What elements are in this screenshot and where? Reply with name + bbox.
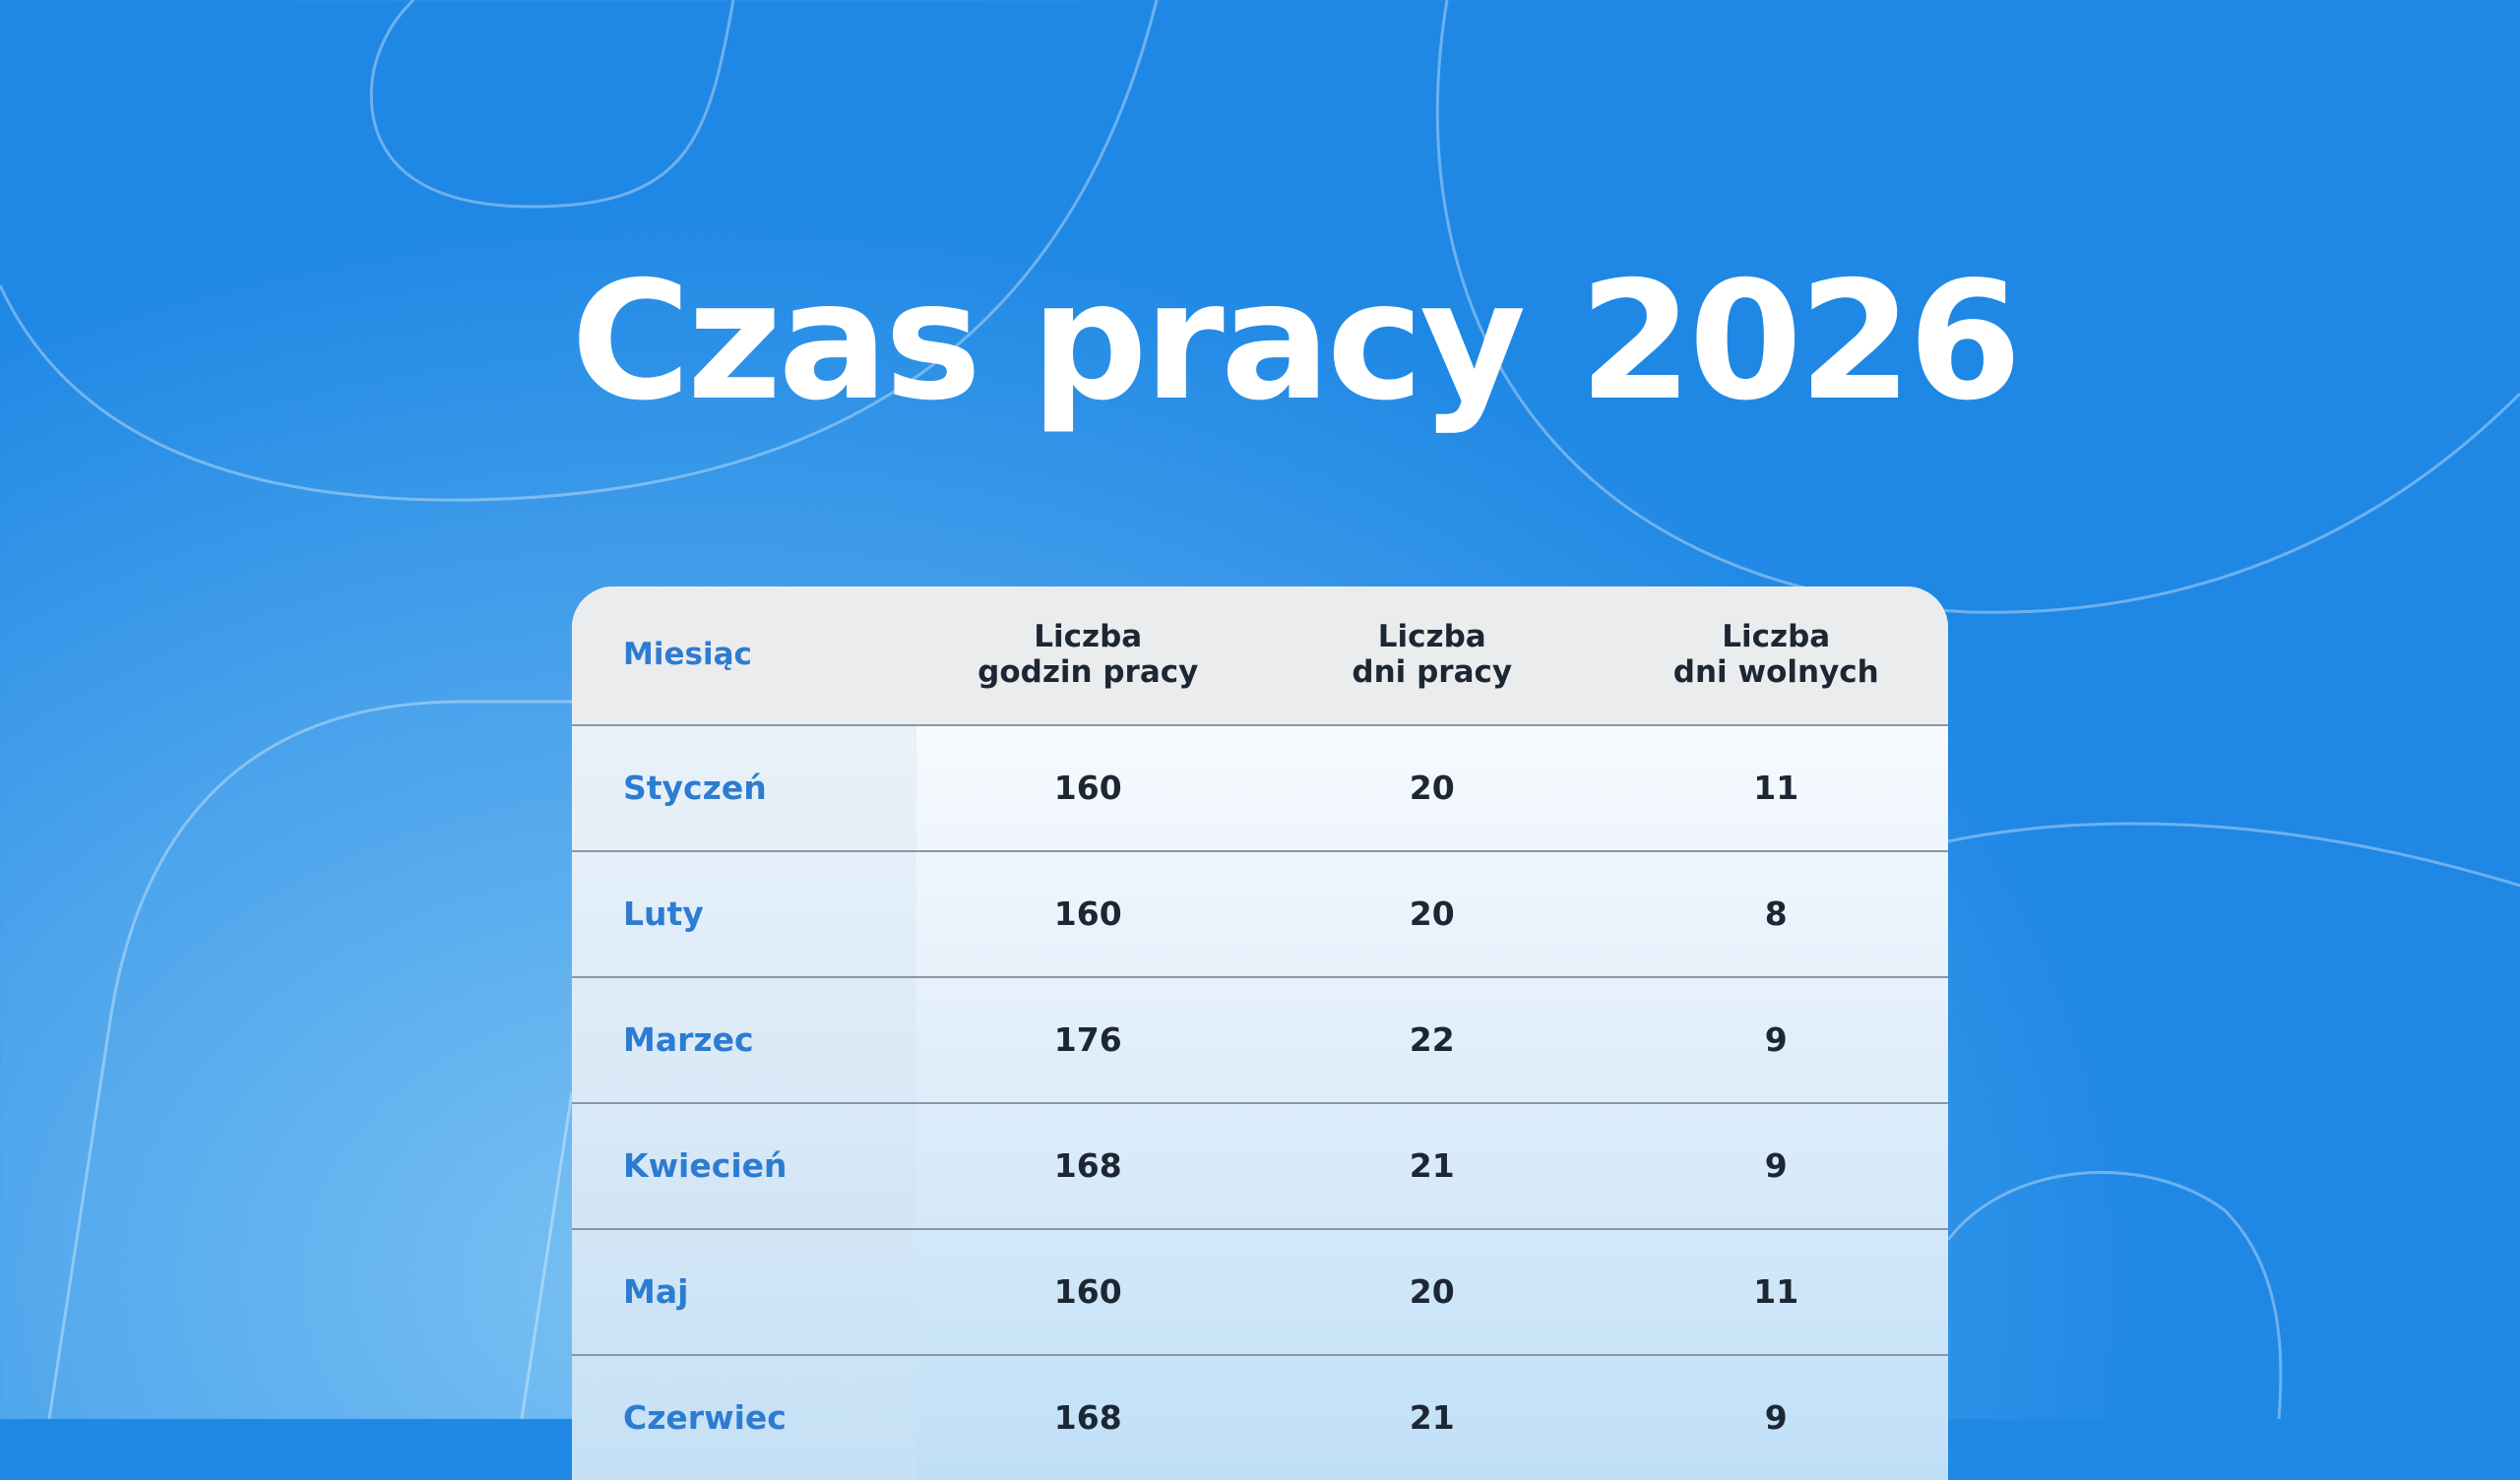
month-cell: Czerwiec: [572, 1356, 916, 1480]
value-cell: 22: [1409, 1020, 1455, 1060]
table-row: Styczeń 160 20 11: [572, 724, 1948, 850]
month-cell: Luty: [572, 852, 916, 976]
table-row: Kwiecień 168 21 9: [572, 1102, 1948, 1228]
table: Miesiąc Liczba godzin pracy Liczba dni pra…: [572, 586, 1948, 1480]
value-cell: 21: [1409, 1398, 1455, 1438]
header-cell: Liczba godzin pracy: [977, 619, 1199, 690]
table-row: Luty 160 20 8: [572, 850, 1948, 976]
header-cell: Liczba dni pracy: [1352, 619, 1513, 690]
value-cell: 160: [1053, 769, 1122, 808]
value-cell: 11: [1753, 1272, 1799, 1312]
table-header: Miesiąc Liczba godzin pracy Liczba dni pra…: [572, 586, 1948, 724]
title: Czas pracy: [571, 247, 1526, 437]
value-cell: 20: [1409, 769, 1455, 808]
year: 2026: [1579, 247, 2022, 437]
value-cell: 168: [1053, 1398, 1122, 1438]
header-cell: Liczba dni wolnych: [1672, 619, 1879, 690]
value-cell: 9: [1764, 1146, 1788, 1186]
value-cell: 160: [1053, 1272, 1122, 1312]
value-cell: 20: [1409, 894, 1455, 934]
value-cell: 176: [1053, 1020, 1122, 1060]
value-cell: 21: [1409, 1146, 1455, 1186]
header-cell: Miesiąc: [623, 637, 752, 673]
table-row: Marzec 176 22 9: [572, 976, 1948, 1102]
value-cell: 9: [1764, 1020, 1788, 1060]
table-row: Maj 160 20 11: [572, 1228, 1948, 1354]
value-cell: 168: [1053, 1146, 1122, 1186]
month-cell: Styczeń: [572, 726, 916, 850]
value-cell: 9: [1764, 1398, 1788, 1438]
month-cell: Maj: [572, 1230, 916, 1354]
value-cell: 8: [1764, 894, 1788, 934]
value-cell: 11: [1753, 769, 1799, 808]
month-cell: Kwiecień: [572, 1104, 916, 1228]
value-cell: 20: [1409, 1272, 1455, 1312]
table-row: Czerwiec 168 21 9: [572, 1354, 1948, 1480]
value-cell: 160: [1053, 894, 1122, 934]
month-cell: Marzec: [572, 978, 916, 1102]
